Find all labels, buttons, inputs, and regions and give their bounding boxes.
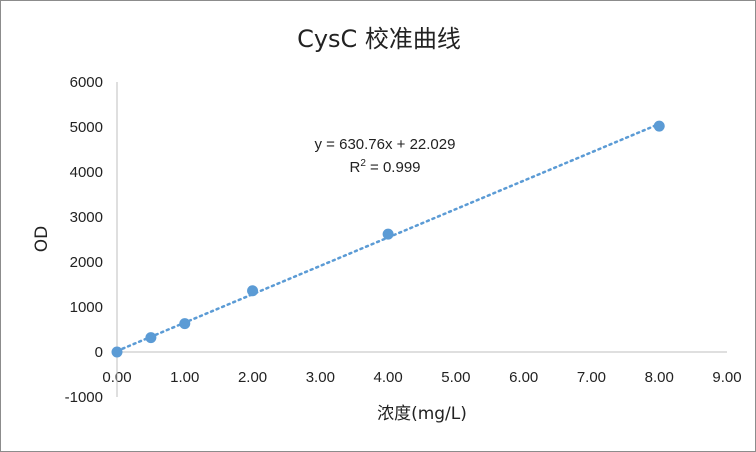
r-squared-label: R2 = 0.999 [349, 158, 420, 176]
data-point [653, 120, 665, 132]
y-axis-label: OD [32, 226, 52, 252]
x-axis-tick-labels: 0.00 1.00 2.00 3.00 4.00 5.00 6.00 7.00 8.00 9.00 [102, 369, 741, 386]
chart-title: CysC 校准曲线 [297, 25, 461, 53]
data-point [111, 346, 123, 358]
y-axis-tick-labels: -1000 0 1000 2000 3000 4000 5000 6000 [65, 74, 103, 406]
data-point [382, 228, 394, 240]
x-tick-label: 7.00 [577, 369, 606, 386]
x-tick-label: 2.00 [238, 369, 267, 386]
data-point [145, 332, 157, 344]
y-tick-label: 5000 [70, 119, 103, 136]
r-squared-exponent: 2 [360, 158, 366, 169]
data-point [247, 285, 259, 297]
y-tick-label: -1000 [65, 389, 103, 406]
trendline-equation: y = 630.76x + 22.029 [315, 136, 456, 153]
r-squared-value: = 0.999 [366, 159, 421, 176]
y-tick-label: 3000 [70, 209, 103, 226]
y-tick-label: 1000 [70, 299, 103, 316]
x-tick-label: 9.00 [712, 369, 741, 386]
x-axis-label: 浓度(mg/L) [377, 404, 467, 424]
y-tick-label: 2000 [70, 254, 103, 271]
x-tick-label: 4.00 [374, 369, 403, 386]
x-tick-label: 5.00 [441, 369, 470, 386]
y-tick-label: 6000 [70, 74, 103, 91]
x-tick-label: 8.00 [645, 369, 674, 386]
y-tick-label: 0 [95, 344, 103, 361]
x-tick-label: 6.00 [509, 369, 538, 386]
r-squared-symbol: R [349, 159, 360, 176]
x-tick-label: 3.00 [306, 369, 335, 386]
y-tick-label: 4000 [70, 164, 103, 181]
x-tick-label: 1.00 [170, 369, 199, 386]
data-point [179, 318, 191, 330]
data-points [111, 120, 665, 358]
